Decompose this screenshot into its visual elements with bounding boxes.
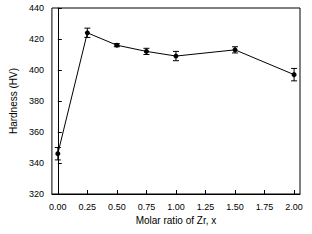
svg-text:0.25: 0.25 [79, 202, 97, 212]
svg-text:0.50: 0.50 [108, 202, 126, 212]
svg-text:0.00: 0.00 [49, 202, 67, 212]
svg-text:Hardness (HV): Hardness (HV) [8, 68, 19, 134]
svg-text:360: 360 [29, 127, 44, 137]
svg-text:320: 320 [29, 189, 44, 199]
svg-text:420: 420 [29, 34, 44, 44]
svg-text:380: 380 [29, 96, 44, 106]
svg-text:1.00: 1.00 [167, 202, 185, 212]
svg-text:Molar ratio of Zr, x: Molar ratio of Zr, x [136, 215, 217, 226]
svg-text:440: 440 [29, 3, 44, 13]
svg-text:1.25: 1.25 [197, 202, 215, 212]
svg-text:1.75: 1.75 [256, 202, 274, 212]
svg-text:2.00: 2.00 [285, 202, 303, 212]
svg-text:340: 340 [29, 158, 44, 168]
svg-text:0.75: 0.75 [138, 202, 156, 212]
svg-text:1.50: 1.50 [226, 202, 244, 212]
svg-text:400: 400 [29, 65, 44, 75]
